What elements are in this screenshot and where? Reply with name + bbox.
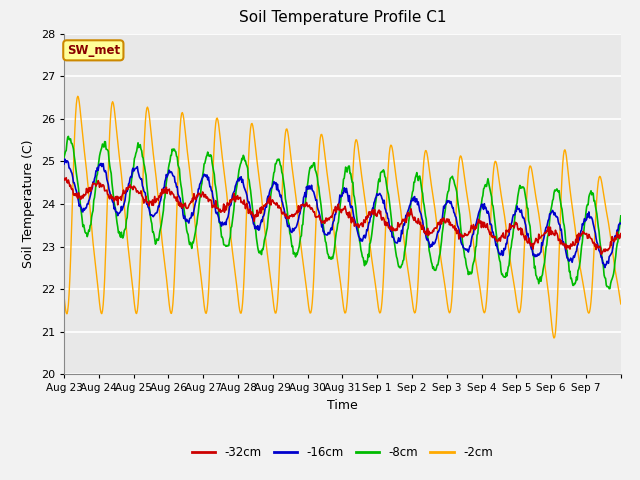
Y-axis label: Soil Temperature (C): Soil Temperature (C) [22, 140, 35, 268]
Legend: -32cm, -16cm, -8cm, -2cm: -32cm, -16cm, -8cm, -2cm [187, 442, 498, 464]
Text: SW_met: SW_met [67, 44, 120, 57]
Title: Soil Temperature Profile C1: Soil Temperature Profile C1 [239, 11, 446, 25]
X-axis label: Time: Time [327, 399, 358, 412]
